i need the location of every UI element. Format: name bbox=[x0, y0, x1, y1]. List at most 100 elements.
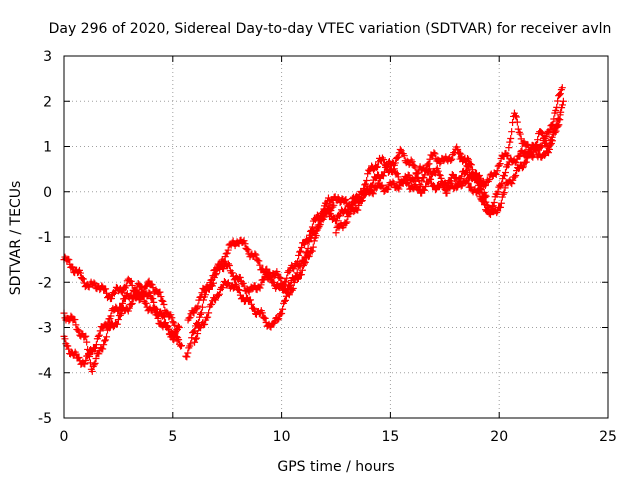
data-point bbox=[224, 260, 232, 268]
data-point bbox=[190, 328, 198, 336]
data-point bbox=[499, 190, 507, 198]
data-point bbox=[512, 113, 520, 121]
x-tick-label: 20 bbox=[490, 429, 508, 445]
data-point bbox=[99, 345, 107, 353]
data-point bbox=[417, 182, 425, 190]
data-point bbox=[71, 316, 79, 324]
data-point bbox=[290, 278, 298, 286]
y-tick-label: -3 bbox=[38, 321, 52, 337]
data-point bbox=[495, 161, 503, 169]
data-point bbox=[103, 333, 111, 341]
data-point bbox=[298, 266, 306, 274]
data-point bbox=[515, 128, 523, 136]
data-point bbox=[209, 272, 217, 280]
data-point bbox=[277, 275, 285, 283]
data-point bbox=[224, 246, 232, 254]
data-point bbox=[393, 170, 401, 178]
data-point bbox=[552, 127, 560, 135]
data-point bbox=[172, 328, 180, 336]
data-point bbox=[382, 163, 390, 171]
data-point bbox=[551, 128, 559, 136]
data-point bbox=[163, 322, 171, 330]
data-point bbox=[395, 185, 403, 193]
data-point bbox=[410, 162, 418, 170]
data-point bbox=[559, 97, 567, 105]
data-point bbox=[278, 309, 286, 317]
data-point bbox=[251, 282, 259, 290]
data-point bbox=[558, 101, 566, 109]
x-tick-labels: 0 5 10 15 20 25 bbox=[60, 429, 617, 445]
data-point bbox=[448, 155, 456, 163]
data-point bbox=[307, 234, 315, 242]
data-point bbox=[405, 181, 413, 189]
data-point bbox=[391, 159, 399, 167]
data-point bbox=[396, 145, 404, 153]
data-point bbox=[556, 116, 564, 124]
data-point bbox=[85, 349, 93, 357]
data-point bbox=[431, 150, 439, 158]
data-point bbox=[384, 185, 392, 193]
data-point bbox=[309, 243, 317, 251]
data-point bbox=[198, 303, 206, 311]
data-point bbox=[352, 192, 360, 200]
data-point bbox=[212, 296, 220, 304]
data-point bbox=[506, 138, 514, 146]
data-point bbox=[215, 290, 223, 298]
data-point bbox=[244, 246, 252, 254]
data-point bbox=[501, 169, 509, 177]
data-point bbox=[64, 342, 72, 350]
data-point bbox=[146, 289, 154, 297]
data-point bbox=[421, 186, 429, 194]
data-point bbox=[117, 310, 125, 318]
data-point bbox=[500, 189, 508, 197]
data-point bbox=[511, 112, 519, 120]
data-point bbox=[274, 316, 282, 324]
data-point bbox=[193, 334, 201, 342]
data-point bbox=[240, 237, 248, 245]
data-point bbox=[118, 289, 126, 297]
data-point bbox=[501, 172, 509, 180]
data-point bbox=[234, 286, 242, 294]
data-point bbox=[308, 247, 316, 255]
data-point bbox=[354, 206, 362, 214]
data-point bbox=[140, 287, 148, 295]
data-point bbox=[292, 273, 300, 281]
data-point bbox=[538, 129, 546, 137]
data-point bbox=[464, 163, 472, 171]
data-point bbox=[492, 170, 500, 178]
data-point bbox=[122, 282, 130, 290]
y-tick-label: 2 bbox=[43, 94, 52, 110]
data-point bbox=[331, 193, 339, 201]
data-point bbox=[465, 164, 473, 172]
data-point bbox=[493, 167, 501, 175]
x-tick-label: 5 bbox=[168, 429, 177, 445]
data-point bbox=[372, 184, 380, 192]
data-point bbox=[300, 257, 308, 265]
data-point bbox=[102, 336, 110, 344]
data-point bbox=[513, 118, 521, 126]
data-point bbox=[95, 350, 103, 358]
data-point bbox=[114, 316, 122, 324]
data-point bbox=[531, 145, 539, 153]
series-track-e bbox=[184, 194, 333, 324]
data-point bbox=[74, 326, 82, 334]
data-point bbox=[447, 157, 455, 165]
data-point bbox=[516, 130, 524, 138]
data-point bbox=[481, 181, 489, 189]
data-point bbox=[128, 281, 136, 289]
series-track-f bbox=[191, 201, 338, 346]
data-point bbox=[153, 305, 161, 313]
data-point bbox=[275, 315, 283, 323]
data-point bbox=[145, 289, 153, 297]
data-point bbox=[283, 274, 291, 282]
data-point bbox=[426, 165, 434, 173]
data-point bbox=[107, 312, 115, 320]
data-point bbox=[358, 194, 366, 202]
data-point bbox=[556, 90, 564, 98]
data-point bbox=[408, 158, 416, 166]
data-point bbox=[107, 295, 115, 303]
data-point bbox=[494, 188, 502, 196]
data-point bbox=[267, 275, 275, 283]
data-point bbox=[205, 283, 213, 291]
data-point bbox=[90, 279, 98, 287]
